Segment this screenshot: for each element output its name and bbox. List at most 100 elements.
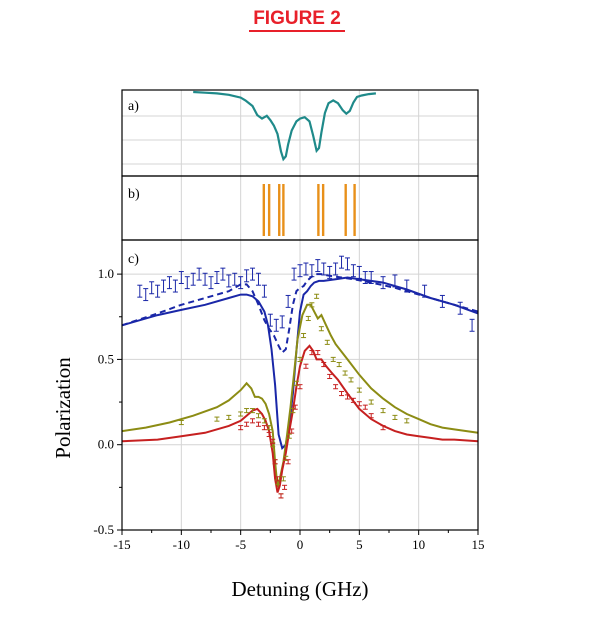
errorbar-point-4-18 <box>244 269 250 283</box>
x-tick-label-6: 15 <box>472 537 485 552</box>
errorbar-point-4-38 <box>362 271 368 284</box>
errorbar-point-4-23 <box>273 318 279 332</box>
errorbar-point-4-22 <box>267 313 273 327</box>
errorbar-point-4-11 <box>202 272 208 286</box>
errorbar-point-5-13 <box>280 476 286 482</box>
errorbar-point-4-44 <box>439 294 445 308</box>
errorbar-point-5-3 <box>238 411 244 417</box>
errorbar-point-6-7 <box>272 459 278 465</box>
errorbar-point-5-15 <box>286 433 292 439</box>
errorbar-point-5-23 <box>318 326 324 332</box>
errorbar-point-6-18 <box>321 361 327 368</box>
errorbar-point-4-13 <box>214 271 220 284</box>
errorbar-point-4-25 <box>285 294 291 308</box>
errorbar-point-4-24 <box>279 315 285 329</box>
errorbar-point-5-27 <box>342 370 348 376</box>
errorbar-point-4-21 <box>261 284 267 298</box>
errorbar-point-4-7 <box>178 271 184 284</box>
errorbar-point-4-45 <box>457 301 463 315</box>
errorbar-point-6-13 <box>292 404 298 410</box>
errorbar-point-4-5 <box>166 276 172 290</box>
errorbar-point-6-19 <box>327 373 333 380</box>
errorbar-point-4-43 <box>422 284 428 298</box>
errorbar-point-4-15 <box>226 274 232 288</box>
errorbar-point-5-5 <box>250 408 256 414</box>
y-tick-label-3: 1.0 <box>98 266 114 281</box>
errorbar-point-4-32 <box>327 265 333 279</box>
errorbar-point-4-29 <box>309 264 315 278</box>
errorbar-point-5-32 <box>392 414 398 420</box>
errorbar-point-5-17 <box>293 380 299 386</box>
errorbar-point-6-27 <box>380 425 386 431</box>
errorbar-point-5-31 <box>380 408 386 414</box>
panel-label-a: a) <box>128 99 139 114</box>
errorbar-point-6-17 <box>315 350 321 356</box>
errorbar-point-5-7 <box>261 418 267 424</box>
errorbar-point-5-21 <box>309 302 315 308</box>
errorbar-point-4-41 <box>392 274 398 288</box>
y-tick-label-2: 0.5 <box>98 351 114 366</box>
errorbar-point-6-9 <box>278 493 284 499</box>
x-tick-label-2: -5 <box>235 537 246 552</box>
errorbar-point-6-10 <box>282 484 288 490</box>
errorbar-point-4-16 <box>232 272 238 286</box>
errorbar-point-4-1 <box>143 288 149 302</box>
errorbar-point-6-0 <box>238 425 244 431</box>
panel-label-b: b) <box>128 187 140 202</box>
y-tick-label-0: -0.5 <box>93 522 114 537</box>
errorbar-point-6-4 <box>261 425 267 431</box>
errorbar-point-4-0 <box>137 284 143 298</box>
x-tick-label-4: 5 <box>356 537 363 552</box>
errorbar-point-5-19 <box>301 332 307 339</box>
x-tick-label-0: -15 <box>113 537 130 552</box>
errorbar-point-6-20 <box>333 384 339 390</box>
x-tick-label-3: 0 <box>297 537 304 552</box>
errorbar-point-4-20 <box>255 272 261 286</box>
panel-a-series-line <box>193 90 377 162</box>
errorbar-point-5-25 <box>330 356 336 362</box>
errorbar-point-4-9 <box>190 272 196 286</box>
errorbar-point-6-3 <box>255 421 261 427</box>
errorbar-point-5-2 <box>226 414 232 420</box>
panel-label-c: c) <box>128 252 139 267</box>
errorbar-point-4-37 <box>356 265 362 279</box>
errorbar-point-4-33 <box>333 262 339 276</box>
errorbar-point-4-4 <box>161 279 167 293</box>
errorbar-point-4-34 <box>339 255 345 269</box>
errorbar-point-4-31 <box>321 262 327 276</box>
errorbar-point-4-19 <box>250 267 256 281</box>
errorbar-point-5-30 <box>368 399 374 405</box>
errorbar-point-5-29 <box>356 387 362 393</box>
x-tick-label-5: 10 <box>412 537 425 552</box>
errorbar-point-6-12 <box>289 428 295 434</box>
x-tick-label-1: -10 <box>173 537 190 552</box>
errorbar-point-6-2 <box>250 418 256 424</box>
errorbar-point-5-28 <box>348 377 354 383</box>
errorbar-point-5-4 <box>244 408 250 414</box>
errorbar-point-6-1 <box>244 421 250 427</box>
errorbar-point-6-6 <box>270 438 276 444</box>
series-line-2 <box>121 303 479 488</box>
errorbar-point-5-8 <box>266 425 272 431</box>
errorbar-point-5-24 <box>324 339 330 345</box>
x-axis-title: Detuning (GHz) <box>231 577 368 601</box>
errorbar-point-4-35 <box>344 257 350 271</box>
errorbar-point-5-6 <box>255 413 261 419</box>
y-axis-title: Polarization <box>51 357 75 459</box>
errorbar-point-4-46 <box>469 318 475 332</box>
errorbar-point-6-15 <box>303 363 309 369</box>
errorbar-point-4-28 <box>303 262 309 276</box>
errorbar-point-6-14 <box>297 384 303 390</box>
errorbar-point-4-10 <box>196 267 202 281</box>
errorbar-point-4-39 <box>368 271 374 284</box>
figure-title: FIGURE 2 <box>0 8 594 32</box>
errorbar-point-6-25 <box>362 404 368 410</box>
tick-layer: -15 -10 -5 0 5 10 15 -0.5 0.0 0.5 1.0 <box>93 266 484 552</box>
errorbar-point-4-36 <box>350 264 356 278</box>
errorbar-point-6-24 <box>356 401 362 407</box>
y-tick-label-1: 0.0 <box>98 437 114 452</box>
errorbar-point-4-40 <box>380 276 386 290</box>
errorbar-point-4-6 <box>172 279 178 293</box>
errorbar-point-4-2 <box>149 281 155 295</box>
